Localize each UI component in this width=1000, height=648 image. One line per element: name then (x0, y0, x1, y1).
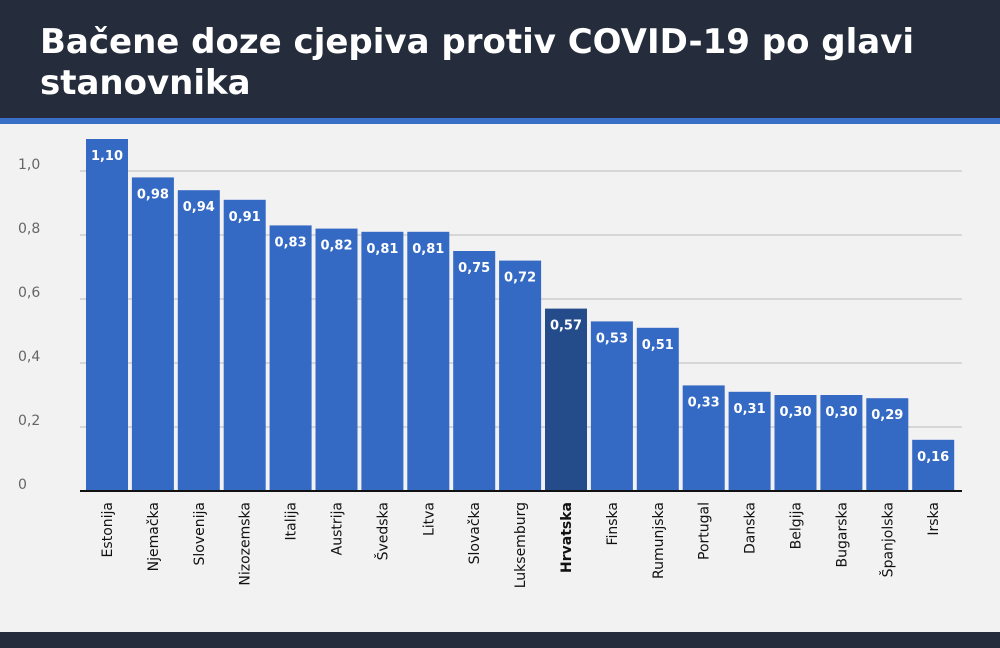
data-label: 0,33 (688, 395, 720, 410)
data-label: 0,57 (550, 319, 582, 334)
data-label: 1,10 (91, 149, 123, 164)
data-label: 0,30 (825, 405, 857, 420)
x-tick-label: Bugarska (834, 502, 850, 567)
footer-bar (0, 632, 1000, 648)
data-label: 0,81 (412, 242, 444, 257)
bar (269, 225, 312, 491)
bar-chart: 0 0,2 0,4 0,6 0,8 1,0 1,10 0,98 0,94 0,91 0,83 0,8… (18, 139, 962, 588)
data-label: 0,91 (229, 210, 261, 225)
data-label: 0,83 (275, 235, 307, 250)
x-tick-label: Nizozemska (238, 502, 254, 586)
y-tick-label: 0,8 (18, 221, 40, 237)
header-bar: Bačene doze cjepiva protiv COVID-19 po g… (0, 0, 1000, 118)
x-tick-label: Austrija (330, 502, 346, 555)
data-label: 0,31 (734, 402, 766, 417)
bar (774, 395, 817, 491)
x-tick-label: Irska (926, 502, 942, 536)
x-tick-label: Litva (421, 502, 437, 536)
y-tick-label: 0 (18, 477, 27, 493)
header-accent-stripe (0, 118, 1000, 124)
x-tick-label: Hrvatska (559, 502, 575, 573)
x-tick-label: Švedska (373, 502, 391, 560)
y-tick-label: 0,6 (18, 285, 40, 301)
data-label: 0,98 (137, 187, 169, 202)
x-tick-label: Španjolska (878, 502, 896, 577)
bar (453, 251, 496, 491)
bar (820, 395, 863, 491)
bar (131, 177, 174, 491)
y-tick-label: 1,0 (18, 157, 40, 173)
bar (728, 391, 771, 491)
x-tick-label: Rumunjska (651, 502, 667, 579)
bar (407, 231, 450, 492)
bar (590, 321, 633, 491)
x-tick-label: Italija (284, 502, 300, 540)
bar (866, 398, 909, 491)
y-axis-ticks: 0 0,2 0,4 0,6 0,8 1,0 (18, 157, 40, 493)
data-label: 0,53 (596, 331, 628, 346)
bar (177, 190, 220, 491)
chart-title: Bačene doze cjepiva protiv COVID-19 po g… (40, 22, 915, 103)
x-tick-label: Portugal (697, 502, 713, 560)
data-label: 0,94 (183, 200, 215, 215)
x-tick-label: Slovenija (192, 502, 208, 565)
bar (86, 139, 128, 491)
data-label: 0,82 (320, 239, 352, 254)
bar (682, 385, 725, 491)
x-tick-label: Luksemburg (513, 502, 529, 588)
bar (499, 260, 542, 491)
bar (545, 308, 587, 491)
bar (223, 199, 266, 492)
x-tick-label: Finska (605, 502, 621, 546)
x-axis-labels: Estonija Njemačka Slovenija Nizozemska Itali… (100, 502, 942, 588)
data-label: 0,51 (642, 338, 674, 353)
bars: 1,10 0,98 0,94 0,91 0,83 0,82 0,81 0,81 0,75 0,72… (86, 139, 955, 492)
bar (361, 231, 404, 492)
data-label: 0,81 (366, 242, 398, 257)
data-label: 0,16 (917, 450, 949, 465)
x-tick-label: Belgija (789, 502, 805, 549)
x-tick-label: Njemačka (146, 502, 162, 571)
bar (636, 327, 679, 491)
data-label: 0,72 (504, 271, 536, 286)
bar (315, 228, 358, 491)
bar (912, 439, 955, 491)
y-tick-label: 0,4 (18, 349, 40, 365)
y-tick-label: 0,2 (18, 413, 40, 429)
data-label: 0,29 (871, 408, 903, 423)
x-tick-label: Danska (743, 502, 759, 554)
x-tick-label: Estonija (100, 502, 116, 557)
data-label: 0,30 (779, 405, 811, 420)
data-label: 0,75 (458, 261, 490, 276)
x-tick-label: Slovačka (467, 502, 483, 564)
